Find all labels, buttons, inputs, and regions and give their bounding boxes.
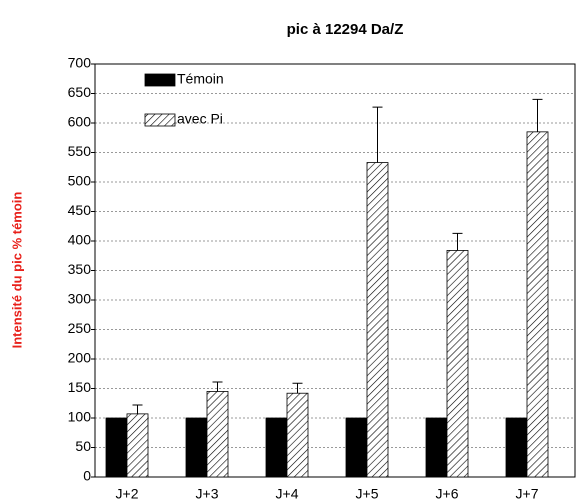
x-tick-label: J+4 [276, 486, 299, 502]
chart-title: pic à 12294 Da/Z [287, 21, 404, 38]
legend-swatch [144, 73, 176, 87]
x-tick-label: J+7 [516, 486, 539, 502]
bar [526, 131, 549, 478]
bar [105, 417, 128, 478]
y-tick-label: 50 [75, 438, 91, 454]
error-bar [372, 106, 383, 163]
y-tick-label: 200 [68, 350, 92, 366]
y-tick-label: 550 [68, 143, 92, 159]
y-tick-label: 700 [68, 55, 92, 71]
legend-label: Témoin [177, 71, 224, 87]
y-tick-label: 250 [68, 320, 92, 336]
error-bar [132, 404, 143, 414]
x-tick-label: J+3 [196, 486, 219, 502]
y-tick-label: 150 [68, 379, 92, 395]
x-tick-label: J+6 [436, 486, 459, 502]
bar [126, 413, 149, 478]
y-tick-label: 650 [68, 84, 92, 100]
y-axis-label: Intensité du pic % témoin [9, 192, 24, 349]
bar [425, 417, 448, 478]
y-tick-label: 400 [68, 232, 92, 248]
error-bar [212, 381, 223, 392]
plot-frame [94, 63, 576, 478]
bar [206, 391, 229, 478]
error-bar [532, 98, 543, 132]
y-tick-label: 600 [68, 114, 92, 130]
x-tick-label: J+5 [356, 486, 379, 502]
y-tick-label: 500 [68, 173, 92, 189]
bar [265, 417, 288, 478]
legend-swatch [144, 113, 176, 127]
y-tick-label: 350 [68, 261, 92, 277]
y-tick-label: 0 [83, 468, 91, 484]
y-tick-label: 100 [68, 409, 92, 425]
bar [345, 417, 368, 478]
y-tick-label: 450 [68, 202, 92, 218]
bar [185, 417, 208, 478]
legend-label: avec Pi [177, 111, 223, 127]
y-tick-label: 300 [68, 291, 92, 307]
x-tick-label: J+2 [116, 486, 139, 502]
bar [366, 162, 389, 478]
bar [505, 417, 528, 478]
bar [286, 392, 309, 478]
bar [446, 250, 469, 478]
error-bar [452, 232, 463, 251]
error-bar [292, 382, 303, 394]
